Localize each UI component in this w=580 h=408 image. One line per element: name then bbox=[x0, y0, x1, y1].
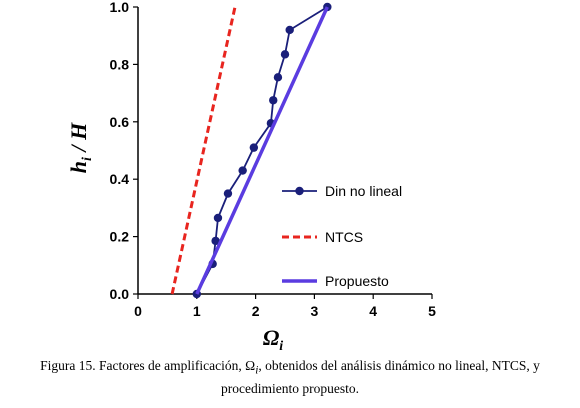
data-point bbox=[223, 189, 233, 198]
x-tick-label: 5 bbox=[428, 303, 436, 319]
data-point bbox=[280, 50, 290, 59]
data-point bbox=[249, 143, 259, 152]
x-tick-label: 4 bbox=[369, 303, 377, 319]
data-point bbox=[213, 213, 223, 223]
y-tick-label: 0.2 bbox=[110, 229, 130, 245]
legend-marker bbox=[295, 186, 304, 196]
series-layer bbox=[170, 2, 332, 299]
series-line-2 bbox=[170, 6, 237, 295]
x-axis-label: Ωi bbox=[263, 325, 283, 354]
figure-caption: Figura 15. Factores de amplificación, Ωi… bbox=[0, 357, 580, 397]
caption-line-1: Figura 15. Factores de amplificación, Ωi… bbox=[40, 358, 540, 377]
legend-label: Din no lineal bbox=[325, 183, 402, 199]
y-tick-label: 0.8 bbox=[110, 56, 130, 72]
caption-line-2: procedimiento propuesto. bbox=[221, 380, 359, 396]
axes: 0 1 2 3 4 5 0.0 0.2 0.4 0.6 0.8 1.0 bbox=[110, 0, 437, 319]
y-tick-label: 0.6 bbox=[110, 114, 130, 130]
x-tick-label: 0 bbox=[134, 303, 142, 319]
data-point bbox=[273, 73, 283, 82]
y-tick-label: 0.4 bbox=[110, 171, 130, 187]
legend-label: Propuesto bbox=[325, 273, 389, 289]
data-point bbox=[211, 236, 220, 246]
data-point bbox=[285, 25, 294, 35]
y-axis-label: hi / H bbox=[66, 122, 95, 173]
x-tick-label: 2 bbox=[252, 303, 260, 319]
series-line-3 bbox=[195, 6, 329, 295]
legend: Din no lineal NTCS Propuesto bbox=[282, 183, 402, 289]
y-tick-label: 0.0 bbox=[110, 286, 130, 302]
legend-label: NTCS bbox=[325, 229, 363, 245]
x-tick-label: 3 bbox=[311, 303, 319, 319]
x-tick-label: 1 bbox=[193, 303, 201, 319]
data-point bbox=[269, 96, 278, 105]
y-tick-label: 1.0 bbox=[110, 0, 130, 15]
data-point bbox=[238, 166, 247, 175]
